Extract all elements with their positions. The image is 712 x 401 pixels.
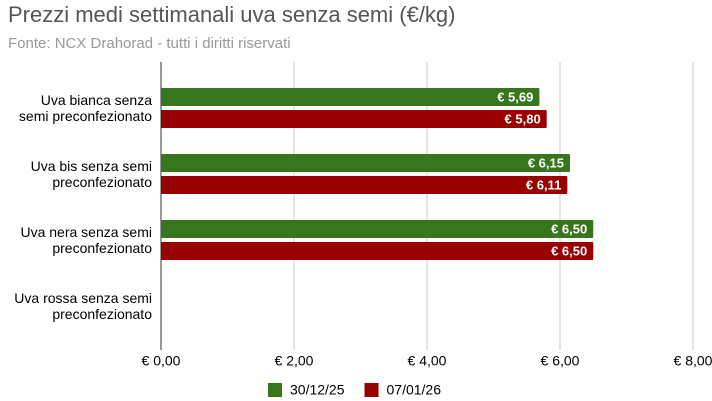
value-label: € 6,50 xyxy=(551,221,587,236)
x-tick-label: € 8,00 xyxy=(674,353,712,369)
x-tick-label: € 2,00 xyxy=(275,353,314,369)
legend-swatch xyxy=(364,383,379,397)
y-tick-label: Uva nera senza semi preconfezionato xyxy=(20,224,152,256)
bar xyxy=(161,88,540,106)
chart-subtitle: Fonte: NCX Drahorad - tutti i diritti ri… xyxy=(8,35,291,52)
y-tick-label: Uva bis senza semi preconfezionato xyxy=(30,158,152,190)
bar xyxy=(161,154,570,172)
y-tick-label: Uva rossa senza semi preconfezionato xyxy=(14,290,152,322)
x-tick-label: € 0,00 xyxy=(142,353,181,369)
value-label: € 6,50 xyxy=(551,243,587,258)
bar xyxy=(161,242,594,260)
legend-label: 07/01/26 xyxy=(387,382,442,398)
x-tick-label: € 4,00 xyxy=(408,353,447,369)
value-label: € 6,11 xyxy=(526,177,561,192)
bar xyxy=(161,176,568,194)
bar xyxy=(161,110,547,128)
legend-label: 30/12/25 xyxy=(290,382,345,398)
y-tick-label: Uva bianca senza semi preconfezionato xyxy=(18,92,152,124)
legend-swatch xyxy=(268,383,282,397)
value-label: € 5,80 xyxy=(505,111,541,126)
value-label: € 6,15 xyxy=(528,155,564,170)
chart-title: Prezzi medi settimanali uva senza semi (… xyxy=(8,2,456,27)
x-tick-label: € 6,00 xyxy=(541,353,580,369)
value-label: € 5,69 xyxy=(497,89,533,104)
bar xyxy=(161,220,594,238)
